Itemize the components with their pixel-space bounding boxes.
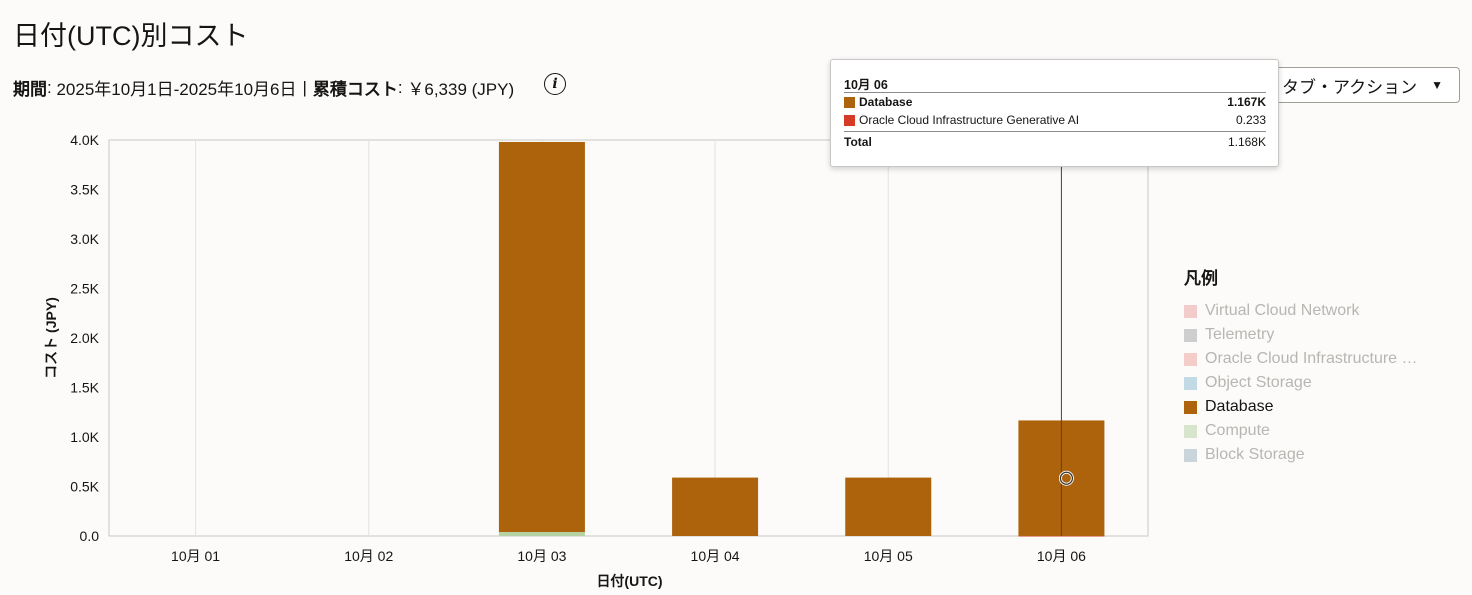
- legend-item[interactable]: Database: [1184, 395, 1418, 419]
- chart-legend: 凡例 Virtual Cloud Network Telemetry Oracle …: [1184, 264, 1418, 467]
- chart-tooltip: 10月 06 Database 1.167K Oracle Cloud Infras…: [830, 59, 1279, 167]
- x-tick-label: 10月 02: [344, 548, 393, 564]
- legend-item[interactable]: Telemetry: [1184, 323, 1418, 347]
- x-tick-label: 10月 01: [171, 548, 220, 564]
- tooltip-series-value: 0.233: [1235, 113, 1266, 127]
- caret-down-icon: ▼: [1431, 78, 1443, 92]
- legend-title: 凡例: [1184, 269, 1218, 288]
- bar-segment: [498, 532, 585, 536]
- legend-swatch: [1184, 448, 1197, 462]
- legend-swatch: [1184, 352, 1197, 366]
- cost-summary: 期間: 2025年10月1日-2025年10月6日 | 累積コスト: ￥6,33…: [13, 75, 514, 100]
- info-icon[interactable]: i: [544, 73, 566, 95]
- plot-frame: [108, 139, 1149, 537]
- legend-item[interactable]: Block Storage: [1184, 443, 1418, 467]
- tooltip-total-row: Total 1.168K: [844, 131, 1266, 152]
- page-title: 日付(UTC)別コスト: [13, 21, 249, 51]
- x-tick-label: 10月 04: [691, 548, 740, 564]
- legend-label: Virtual Cloud Network: [1205, 302, 1360, 319]
- legend-label: Object Storage: [1205, 374, 1312, 391]
- tooltip-series-value: 1.167K: [1227, 95, 1266, 109]
- cumulative-cost-value: ￥6,339 (JPY): [407, 80, 515, 99]
- bar-segment: [672, 477, 759, 536]
- y-tick-label: 1.5K: [70, 380, 99, 396]
- hover-marker: [1059, 471, 1074, 485]
- y-tick-label: 4.0K: [70, 132, 99, 148]
- tooltip-series-name: Oracle Cloud Infrastructure Generative A…: [859, 113, 1080, 127]
- cumulative-cost-label: 累積コスト: [312, 80, 398, 99]
- legend-swatch: [1184, 376, 1197, 390]
- tooltip-row: Database 1.167K: [844, 93, 1266, 111]
- tooltip-series-name: Database: [859, 95, 913, 109]
- legend-swatch: [1184, 328, 1197, 342]
- legend-label: Database: [1205, 398, 1274, 415]
- x-tick-label: 10月 03: [517, 548, 566, 564]
- bar-segment: [1018, 535, 1105, 537]
- y-tick-label: 2.5K: [70, 281, 99, 297]
- tab-actions-label: タブ・アクション: [1281, 77, 1418, 97]
- tooltip-swatch: [844, 96, 855, 108]
- period-label: 期間: [13, 80, 47, 99]
- summary-separator: |: [302, 77, 307, 97]
- legend-swatch: [1184, 304, 1197, 318]
- legend-label: Compute: [1205, 422, 1270, 439]
- legend-label: Telemetry: [1205, 326, 1275, 343]
- y-tick-label: 1.0K: [70, 429, 99, 445]
- legend-item[interactable]: Compute: [1184, 419, 1418, 443]
- y-axis-title: コスト (JPY): [43, 297, 59, 379]
- bar-segment: [498, 141, 585, 533]
- bar-segment: [845, 477, 932, 536]
- legend-swatch: [1184, 400, 1197, 414]
- tooltip-total-value: 1.168K: [1227, 135, 1266, 149]
- y-tick-label: 0.5K: [70, 479, 99, 495]
- y-tick-label: 3.0K: [70, 231, 99, 247]
- tooltip-date: 10月 06: [844, 74, 1266, 93]
- tooltip-total-label: Total: [844, 135, 872, 149]
- legend-label: Block Storage: [1205, 446, 1305, 463]
- legend-item[interactable]: Oracle Cloud Infrastructure …: [1184, 347, 1418, 371]
- period-value: 2025年10月1日-2025年10月6日: [56, 80, 297, 99]
- legend-swatch: [1184, 424, 1197, 438]
- y-tick-label: 3.5K: [70, 182, 99, 198]
- x-tick-label: 10月 05: [864, 548, 913, 564]
- legend-item[interactable]: Virtual Cloud Network: [1184, 299, 1418, 323]
- y-tick-label: 2.0K: [70, 330, 99, 346]
- tooltip-swatch: [844, 114, 855, 126]
- x-axis-title: 日付(UTC): [596, 573, 662, 589]
- tooltip-row: Oracle Cloud Infrastructure Generative A…: [844, 111, 1266, 129]
- legend-item[interactable]: Object Storage: [1184, 371, 1418, 395]
- y-tick-label: 0.0: [80, 528, 100, 544]
- x-tick-label: 10月 06: [1037, 548, 1086, 564]
- legend-label: Oracle Cloud Infrastructure …: [1205, 350, 1418, 367]
